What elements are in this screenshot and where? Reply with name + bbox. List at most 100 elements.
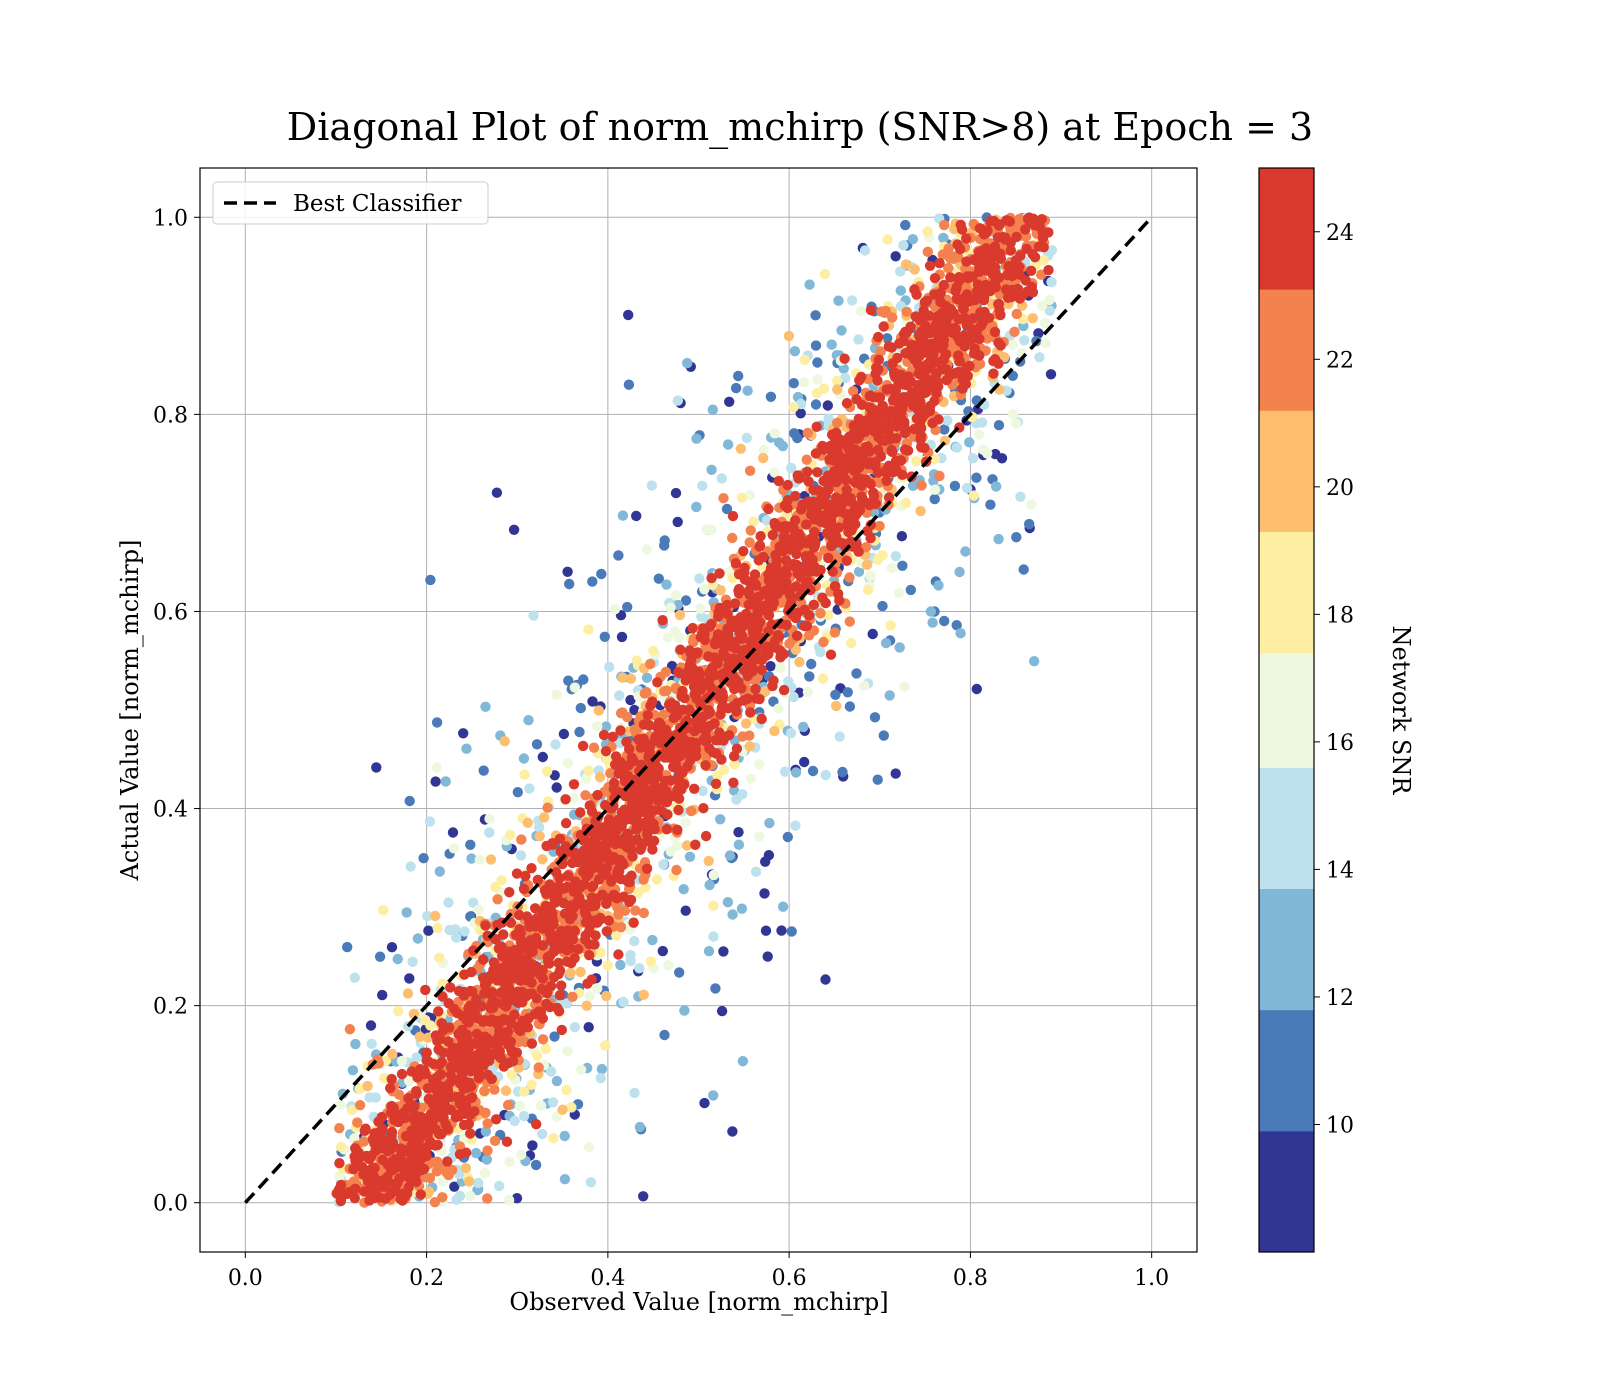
scatter-point <box>938 340 949 351</box>
scatter-point <box>645 658 656 670</box>
scatter-point <box>334 1158 345 1169</box>
scatter-point <box>519 1086 530 1097</box>
scatter-point <box>572 895 583 907</box>
scatter-point <box>806 658 817 670</box>
scatter-point <box>344 1023 356 1035</box>
scatter-point <box>480 701 491 712</box>
scatter-point <box>841 398 853 409</box>
scatter-point <box>798 377 810 388</box>
scatter-point <box>541 840 552 852</box>
scatter-point <box>762 951 773 962</box>
scatter-point <box>978 444 989 455</box>
scatter-point <box>802 427 813 439</box>
scatter-point <box>686 655 697 666</box>
scatter-point <box>507 1056 519 1067</box>
scatter-point <box>960 546 971 557</box>
scatter-point <box>1007 339 1019 351</box>
scatter-point <box>464 1176 475 1187</box>
scatter-point <box>721 599 733 611</box>
scatter-point <box>990 282 1001 293</box>
scatter-point <box>618 996 629 1008</box>
scatter-point <box>541 766 553 777</box>
scatter-point <box>659 540 670 551</box>
scatter-point <box>551 867 562 878</box>
scatter-point <box>812 374 823 385</box>
scatter-point <box>595 947 606 958</box>
scatter-point <box>498 1061 510 1072</box>
scatter-point <box>1015 491 1026 502</box>
scatter-point <box>442 1156 453 1167</box>
scatter-point <box>736 492 748 503</box>
scatter-point <box>537 854 548 865</box>
scatter-point <box>1023 518 1035 530</box>
scatter-point <box>419 1065 430 1076</box>
scatter-point <box>788 691 799 703</box>
scatter-point <box>680 595 692 606</box>
scatter-point <box>614 690 625 701</box>
scatter-point <box>784 638 795 649</box>
scatter-point <box>402 1103 413 1114</box>
scatter-point <box>458 1054 469 1065</box>
scatter-point <box>511 1047 523 1058</box>
scatter-point <box>593 854 605 865</box>
scatter-point <box>733 676 744 687</box>
scatter-point <box>790 515 801 526</box>
scatter-point <box>497 998 509 1010</box>
scatter-point <box>717 687 728 699</box>
scatter-point <box>810 448 822 459</box>
scatter-point <box>558 897 569 909</box>
scatter-point <box>820 974 831 985</box>
scatter-point <box>1034 352 1045 363</box>
scatter-point <box>468 1057 480 1068</box>
scatter-point <box>662 632 674 643</box>
scatter-point <box>634 963 645 974</box>
scatter-point <box>790 612 801 624</box>
scatter-point <box>870 368 881 379</box>
scatter-point <box>504 887 515 898</box>
scatter-point <box>882 234 893 245</box>
scatter-point <box>454 1190 466 1202</box>
scatter-point <box>1015 250 1026 261</box>
scatter-point <box>680 817 691 828</box>
scatter-point <box>789 428 800 439</box>
scatter-point <box>885 620 896 631</box>
scatter-point <box>601 990 612 1002</box>
scatter-point <box>737 789 748 800</box>
scatter-point <box>694 669 706 680</box>
scatter-point <box>929 484 941 495</box>
scatter-point <box>872 554 883 565</box>
scatter-point <box>368 1192 380 1204</box>
scatter-point <box>436 1056 448 1068</box>
scatter-point <box>471 1028 483 1040</box>
scatter-point <box>915 430 927 441</box>
scatter-point <box>812 357 823 368</box>
scatter-point <box>511 868 523 879</box>
scatter-point <box>736 903 748 914</box>
scatter-point <box>968 490 979 501</box>
scatter-point <box>583 624 594 635</box>
scatter-point <box>603 915 614 926</box>
scatter-point <box>621 834 632 846</box>
scatter-point <box>769 428 780 439</box>
scatter-point <box>722 897 734 908</box>
scatter-point <box>371 762 382 773</box>
scatter-point <box>638 989 649 1000</box>
scatter-point <box>803 610 815 621</box>
scatter-point <box>534 831 545 842</box>
scatter-point <box>853 422 865 433</box>
scatter-point <box>385 1082 396 1094</box>
scatter-point <box>411 1088 422 1099</box>
scatter-point <box>844 701 856 712</box>
scatter-point <box>735 443 746 454</box>
scatter-point <box>820 597 831 609</box>
scatter-point <box>613 909 624 920</box>
scatter-point <box>927 617 938 628</box>
scatter-point <box>404 795 415 807</box>
scatter-point <box>691 433 702 444</box>
scatter-point <box>772 630 784 641</box>
scatter-point <box>914 369 926 380</box>
scatter-point <box>779 766 791 777</box>
scatter-point <box>773 703 784 714</box>
scatter-point <box>733 839 745 850</box>
scatter-point <box>442 1123 454 1135</box>
